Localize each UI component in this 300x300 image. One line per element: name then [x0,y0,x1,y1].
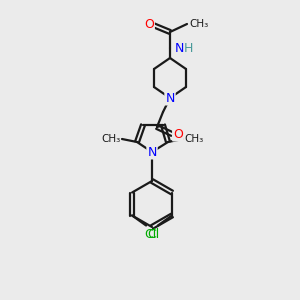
Text: N: N [147,146,157,158]
Text: Cl: Cl [147,227,159,241]
Text: N: N [165,92,175,104]
Text: O: O [173,128,183,140]
Text: CH₃: CH₃ [184,134,203,144]
Text: O: O [144,17,154,31]
Text: CH₃: CH₃ [189,19,208,29]
Text: N: N [175,41,184,55]
Text: CH₃: CH₃ [102,134,121,144]
Text: H: H [184,41,194,55]
Text: Cl: Cl [145,227,157,241]
